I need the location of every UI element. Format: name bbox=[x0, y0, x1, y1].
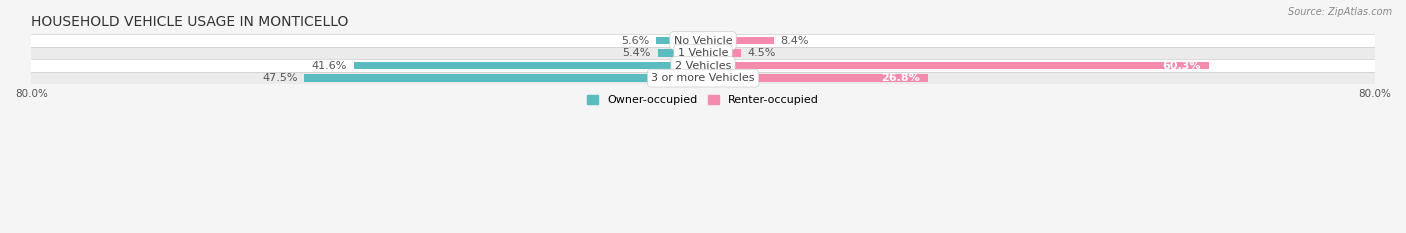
Legend: Owner-occupied, Renter-occupied: Owner-occupied, Renter-occupied bbox=[582, 91, 824, 110]
Text: 3 or more Vehicles: 3 or more Vehicles bbox=[651, 73, 755, 83]
Bar bbox=[31, 34, 1375, 47]
Bar bbox=[703, 62, 1209, 69]
Text: 41.6%: 41.6% bbox=[312, 61, 347, 71]
Bar bbox=[703, 49, 741, 57]
Text: 8.4%: 8.4% bbox=[780, 36, 808, 46]
Bar bbox=[703, 37, 773, 45]
Text: 4.5%: 4.5% bbox=[748, 48, 776, 58]
Bar bbox=[658, 49, 703, 57]
Bar bbox=[703, 74, 928, 82]
Text: 60.3%: 60.3% bbox=[1163, 61, 1201, 71]
Text: No Vehicle: No Vehicle bbox=[673, 36, 733, 46]
Bar bbox=[31, 72, 1375, 84]
Text: 1 Vehicle: 1 Vehicle bbox=[678, 48, 728, 58]
Bar bbox=[31, 47, 1375, 59]
Text: HOUSEHOLD VEHICLE USAGE IN MONTICELLO: HOUSEHOLD VEHICLE USAGE IN MONTICELLO bbox=[31, 15, 349, 29]
Bar bbox=[354, 62, 703, 69]
Text: 5.4%: 5.4% bbox=[623, 48, 651, 58]
Bar bbox=[31, 59, 1375, 72]
Text: Source: ZipAtlas.com: Source: ZipAtlas.com bbox=[1288, 7, 1392, 17]
Bar bbox=[304, 74, 703, 82]
Text: 26.8%: 26.8% bbox=[880, 73, 920, 83]
Text: 5.6%: 5.6% bbox=[621, 36, 650, 46]
Bar bbox=[657, 37, 703, 45]
Text: 2 Vehicles: 2 Vehicles bbox=[675, 61, 731, 71]
Text: 47.5%: 47.5% bbox=[262, 73, 298, 83]
